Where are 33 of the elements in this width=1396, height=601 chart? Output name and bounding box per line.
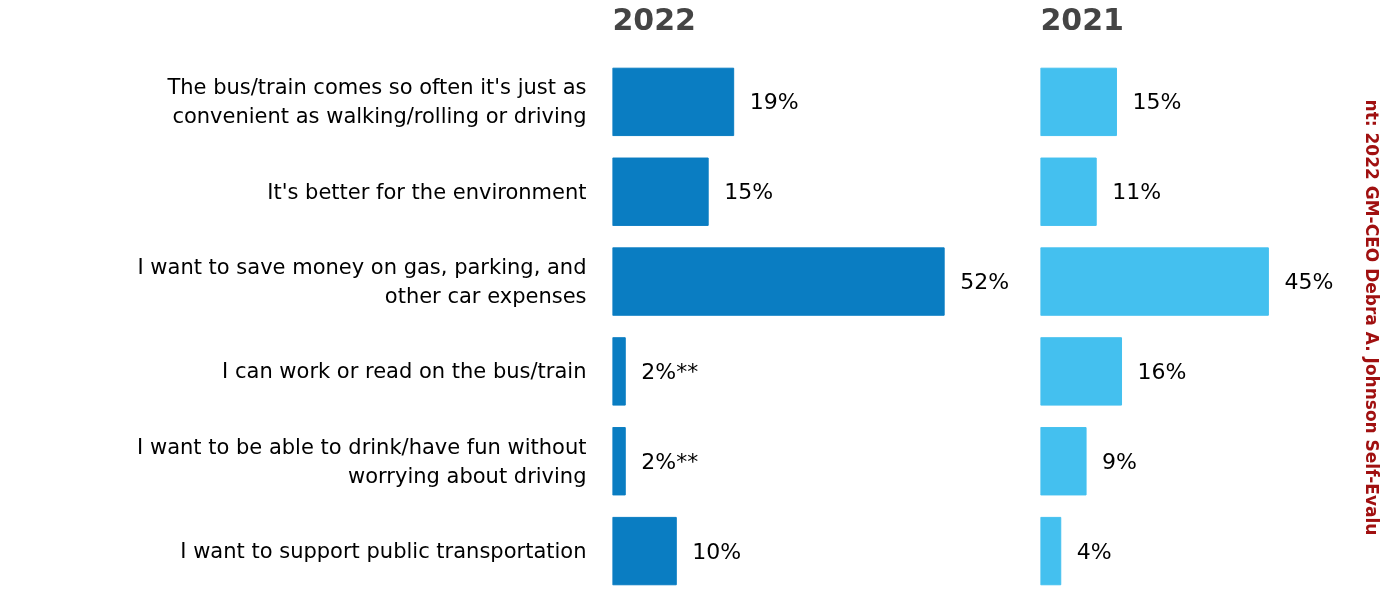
y-tick-label: I want to support public transportation <box>180 539 587 564</box>
chart-title: 2021 <box>1040 1 1124 37</box>
data-label: 11% <box>1112 179 1162 205</box>
y-tick-label: I want to save money on gas, parking, and other car expenses <box>137 255 587 308</box>
bar <box>1040 337 1123 406</box>
data-label: 19% <box>749 89 799 115</box>
bar <box>1040 67 1117 137</box>
data-label: 10% <box>692 538 742 564</box>
bar <box>612 337 626 406</box>
bar <box>1040 427 1087 496</box>
data-label: 16% <box>1137 358 1187 384</box>
bar <box>612 247 945 316</box>
data-label: 45% <box>1284 269 1334 295</box>
bar <box>1040 516 1062 586</box>
bar <box>612 516 677 586</box>
text: nt: 2022 GM-CEO Debra A. Johnson Self-Evalu <box>1361 99 1382 536</box>
data-label: 52% <box>960 269 1010 295</box>
data-label: 4% <box>1076 538 1112 564</box>
bar <box>612 157 709 226</box>
data-label: 2%** <box>641 358 699 384</box>
y-tick-label: I can work or read on the bus/train <box>222 359 587 384</box>
bar <box>612 67 735 137</box>
y-tick-label: I want to be able to drink/have fun without worrying about driving <box>137 434 587 488</box>
data-label: 15% <box>1132 89 1182 115</box>
data-label: 2%** <box>641 448 699 474</box>
bar <box>612 427 626 496</box>
y-tick-label: It's better for the environment <box>267 179 587 204</box>
bar <box>1040 247 1269 316</box>
data-label: 9% <box>1102 448 1137 474</box>
y-tick-label: The bus/train comes so often it's just as convenient as walking/rolling or driving <box>166 75 587 129</box>
chart-title: 2022 <box>612 1 696 37</box>
data-label: 15% <box>724 179 774 205</box>
bar <box>1040 157 1097 226</box>
